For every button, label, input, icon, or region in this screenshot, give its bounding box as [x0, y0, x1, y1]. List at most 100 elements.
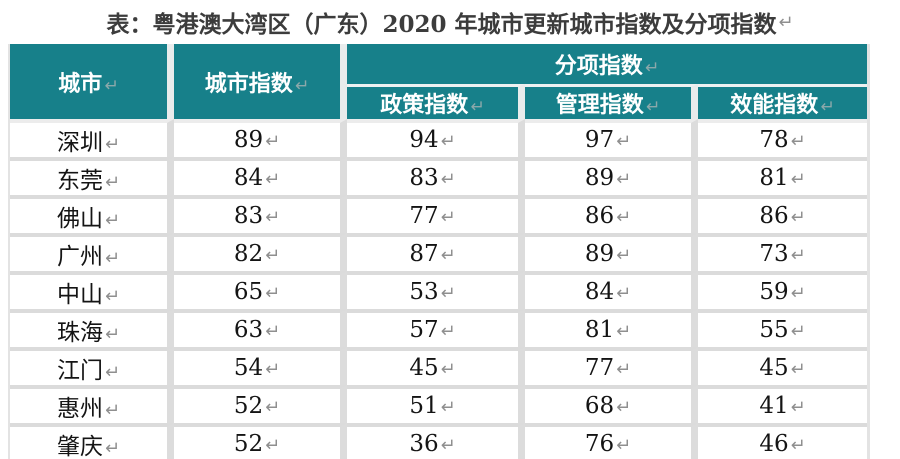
management-index-cell: 86 ↵	[525, 195, 698, 233]
paragraph-mark-icon: ↵	[265, 131, 281, 152]
city-cell: 深圳 ↵	[10, 119, 174, 157]
efficiency-index-value: 73	[759, 241, 789, 267]
col-header-city-label: 城市	[58, 70, 103, 97]
efficiency-index-value: 55	[759, 317, 789, 343]
table-row: 深圳 ↵ 89 ↵ 94 ↵ 97 ↵ 78 ↵	[10, 119, 867, 157]
paragraph-mark-icon: ↵	[440, 435, 456, 456]
city-index-cell: 52 ↵	[174, 423, 347, 459]
paragraph-mark-icon: ↵	[790, 435, 806, 456]
paragraph-mark-icon: ↵	[790, 321, 806, 342]
city-cell: 惠州 ↵	[10, 385, 174, 423]
city-cell: 佛山 ↵	[10, 195, 174, 233]
col-header-sub-index-group: 分项指数 ↵	[347, 44, 867, 84]
city-index-value: 65	[233, 279, 264, 305]
city-index-value: 83	[233, 203, 264, 229]
efficiency-index-cell: 55 ↵	[698, 309, 867, 347]
city-index-cell: 63 ↵	[174, 309, 347, 347]
col-header-city: 城市 ↵	[10, 44, 174, 119]
paragraph-mark-icon: ↵	[790, 283, 806, 304]
paragraph-mark-icon: ↵	[440, 169, 456, 190]
city-index-value: 52	[233, 431, 264, 457]
city-name: 深圳	[56, 130, 103, 156]
paragraph-mark-icon: ↵	[440, 283, 456, 304]
paragraph-mark-icon: ↵	[616, 131, 632, 152]
efficiency-index-value: 78	[759, 127, 789, 153]
paragraph-mark-icon: ↵	[790, 131, 806, 152]
policy-index-value: 94	[409, 127, 439, 153]
policy-index-cell: 83 ↵	[347, 157, 525, 195]
paragraph-mark-icon: ↵	[644, 58, 660, 78]
paragraph-mark-icon: ↵	[104, 438, 121, 459]
city-name: 惠州	[56, 396, 103, 422]
city-index-value: 89	[233, 127, 264, 153]
col-header-city-index-label: 城市指数	[204, 70, 293, 97]
paragraph-mark-icon: ↵	[790, 169, 806, 190]
management-index-cell: 76 ↵	[525, 423, 698, 459]
paragraph-mark-icon: ↵	[440, 321, 456, 342]
paragraph-mark-icon: ↵	[265, 397, 281, 418]
paragraph-mark-icon: ↵	[265, 435, 281, 456]
paragraph-mark-icon: ↵	[440, 131, 456, 152]
paragraph-mark-icon: ↵	[104, 248, 121, 269]
paragraph-mark-icon: ↵	[790, 245, 806, 266]
efficiency-index-cell: 41 ↵	[698, 385, 867, 423]
paragraph-mark-icon: ↵	[820, 97, 835, 117]
table-row: 广州 ↵ 82 ↵ 87 ↵ 89 ↵ 73 ↵	[10, 233, 867, 271]
paragraph-mark-icon: ↵	[265, 169, 281, 190]
paragraph-mark-icon: ↵	[790, 397, 806, 418]
paragraph-mark-icon: ↵	[104, 134, 121, 155]
table-row: 惠州 ↵ 52 ↵ 51 ↵ 68 ↵ 41 ↵	[10, 385, 867, 423]
paragraph-mark-icon: ↵	[440, 397, 456, 418]
table-row: 佛山 ↵ 83 ↵ 77 ↵ 86 ↵ 86 ↵	[10, 195, 867, 233]
city-name: 广州	[56, 244, 103, 270]
city-index-cell: 52 ↵	[174, 385, 347, 423]
paragraph-mark-icon: ↵	[265, 245, 281, 266]
city-index-value: 84	[233, 165, 264, 191]
table-row: 江门 ↵ 54 ↵ 45 ↵ 77 ↵ 45 ↵	[10, 347, 867, 385]
table-caption-text: 表：粤港澳大湾区（广东）2020 年城市更新城市指数及分项指数	[106, 11, 777, 38]
policy-index-cell: 57 ↵	[347, 309, 525, 347]
city-cell: 东莞 ↵	[10, 157, 174, 195]
col-header-management-index-label: 管理指数	[555, 92, 644, 118]
efficiency-index-value: 45	[759, 355, 789, 381]
city-index-value: 63	[233, 317, 264, 343]
city-index-table: 城市 ↵ 城市指数 ↵ 分项指数 ↵ 政策指数 ↵ 管理指数 ↵ 效能指数 ↵ 深圳 ↵ 89…	[8, 44, 870, 459]
col-header-efficiency-index: 效能指数 ↵	[698, 84, 867, 119]
paragraph-mark-icon: ↵	[104, 172, 121, 193]
management-index-value: 77	[584, 355, 615, 381]
management-index-cell: 97 ↵	[525, 119, 698, 157]
efficiency-index-cell: 59 ↵	[698, 271, 867, 309]
management-index-cell: 89 ↵	[525, 157, 698, 195]
paragraph-mark-icon: ↵	[470, 97, 485, 117]
management-index-value: 89	[584, 165, 615, 191]
policy-index-cell: 53 ↵	[347, 271, 525, 309]
paragraph-mark-icon: ↵	[265, 207, 281, 228]
efficiency-index-value: 81	[759, 165, 789, 191]
paragraph-mark-icon: ↵	[440, 207, 456, 228]
policy-index-value: 51	[409, 393, 439, 419]
management-index-cell: 84 ↵	[525, 271, 698, 309]
management-index-cell: 68 ↵	[525, 385, 698, 423]
management-index-cell: 81 ↵	[525, 309, 698, 347]
efficiency-index-cell: 45 ↵	[698, 347, 867, 385]
management-index-value: 97	[584, 127, 615, 153]
city-index-value: 52	[233, 393, 264, 419]
efficiency-index-value: 41	[759, 393, 789, 419]
efficiency-index-cell: 46 ↵	[698, 423, 867, 459]
paragraph-mark-icon: ↵	[616, 245, 632, 266]
paragraph-mark-icon: ↵	[616, 435, 632, 456]
table-row: 中山 ↵ 65 ↵ 53 ↵ 84 ↵ 59 ↵	[10, 271, 867, 309]
city-name: 珠海	[56, 320, 103, 346]
policy-index-value: 53	[409, 279, 439, 305]
management-index-value: 86	[584, 203, 615, 229]
policy-index-value: 45	[409, 355, 439, 381]
city-index-cell: 54 ↵	[174, 347, 347, 385]
management-index-cell: 89 ↵	[525, 233, 698, 271]
city-index-cell: 83 ↵	[174, 195, 347, 233]
table-caption: 表：粤港澳大湾区（广东）2020 年城市更新城市指数及分项指数 ↵	[0, 0, 900, 44]
col-header-city-index: 城市指数 ↵	[174, 44, 347, 119]
paragraph-mark-icon: ↵	[104, 210, 121, 231]
paragraph-mark-icon: ↵	[616, 169, 632, 190]
management-index-value: 81	[584, 317, 615, 343]
paragraph-mark-icon: ↵	[616, 283, 632, 304]
